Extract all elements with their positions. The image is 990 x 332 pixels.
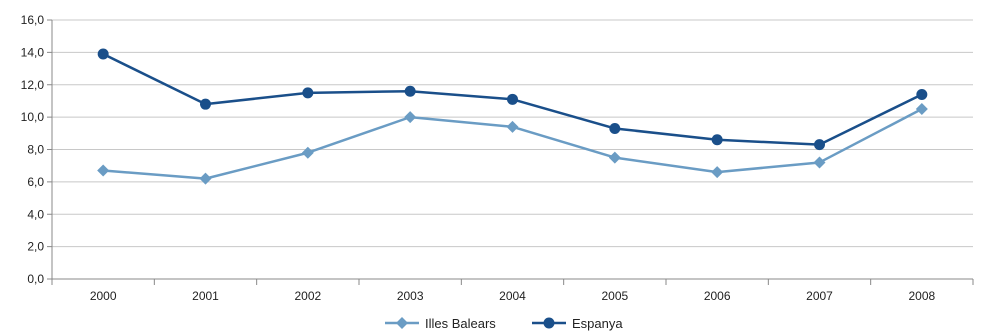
series-illes-balears (97, 103, 928, 185)
y-tick-label: 0,0 (27, 272, 44, 286)
data-point (200, 98, 211, 110)
x-tick-label: 2007 (806, 289, 833, 303)
legend-label: Illes Balears (425, 316, 496, 331)
x-tick-label: 2008 (908, 289, 935, 303)
data-point (608, 151, 621, 164)
x-tick-label: 2004 (499, 289, 526, 303)
data-point (97, 164, 110, 177)
legend-marker (396, 317, 408, 329)
x-tick-label: 2000 (90, 289, 117, 303)
x-tick-label: 2003 (397, 289, 424, 303)
data-point (506, 120, 519, 133)
data-point (916, 88, 928, 100)
data-point (813, 156, 826, 169)
legend-marker (543, 317, 555, 329)
y-tick-label: 14,0 (21, 45, 45, 59)
y-axis-ticks: 0,0 2,0 4,0 6,0 8,0 10,0 12,0 14,0 16,0 (21, 13, 52, 286)
x-tick-label: 2006 (704, 289, 731, 303)
x-tick-label: 2002 (294, 289, 321, 303)
data-point (199, 172, 212, 185)
series-espanya (97, 48, 928, 151)
x-tick-label: 2001 (192, 289, 219, 303)
data-point (404, 111, 417, 124)
data-point (302, 87, 314, 99)
legend-item: Espanya (532, 316, 623, 331)
data-point (711, 134, 723, 146)
x-tick-label: 2005 (601, 289, 628, 303)
legend: Illes Balears Espanya (385, 316, 623, 331)
data-point (711, 166, 724, 179)
data-point (507, 93, 518, 105)
y-tick-label: 4,0 (27, 207, 44, 221)
y-tick-label: 6,0 (27, 175, 44, 189)
data-point (915, 103, 928, 116)
y-tick-label: 10,0 (21, 110, 45, 124)
gridlines (52, 19, 973, 248)
x-axis-ticks: 2000 2001 2002 2003 2004 2005 2006 2007 2008 (51, 279, 974, 303)
y-tick-label: 16,0 (21, 13, 45, 27)
data-point (404, 85, 416, 97)
data-point (814, 139, 825, 151)
legend-label: Espanya (572, 316, 623, 331)
y-tick-label: 12,0 (21, 78, 45, 92)
data-point (97, 48, 109, 60)
series-group (97, 48, 928, 185)
y-tick-label: 2,0 (27, 240, 44, 254)
data-point (609, 122, 621, 134)
legend-item: Illes Balears (385, 316, 496, 331)
data-point (301, 146, 314, 159)
y-tick-label: 8,0 (27, 143, 44, 157)
